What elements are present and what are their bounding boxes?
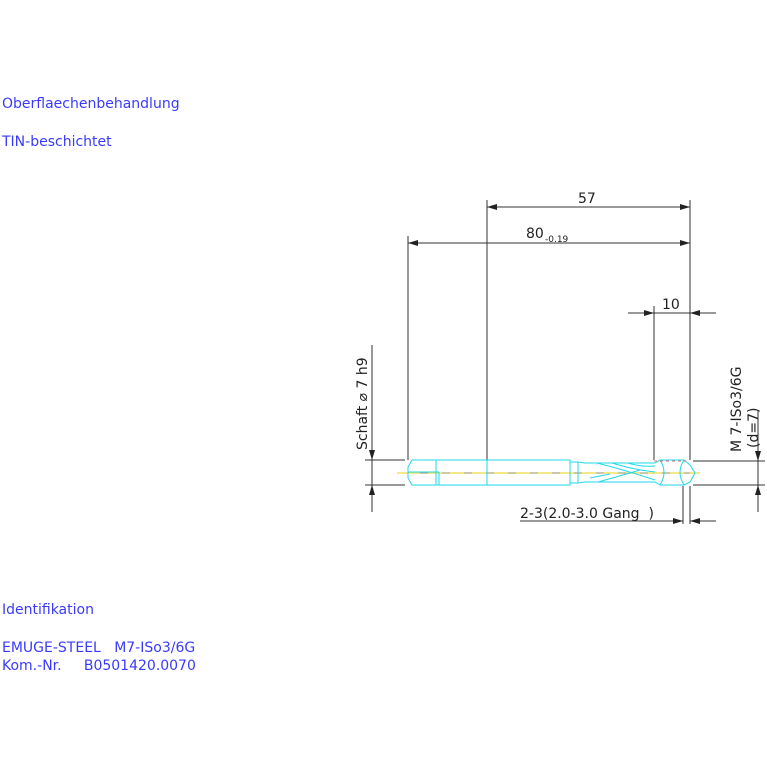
dim-57: 57 xyxy=(578,191,596,207)
ident-heading: Identifikation xyxy=(2,602,94,618)
ident-line1: EMUGE-STEEL M7-ISo3/6G xyxy=(2,640,195,656)
ident-line2: Kom.-Nr. B0501420.0070 xyxy=(2,658,196,674)
dim-80: 80 xyxy=(526,226,544,242)
surface-value: TIN-beschichtet xyxy=(1,134,112,150)
tap-tool-outline xyxy=(397,459,700,486)
dim-80-tolerance: -0.19 xyxy=(545,235,569,245)
dim-thread: M 7-ISo3/6G xyxy=(729,367,745,452)
extension-lines xyxy=(365,200,765,524)
dim-thread-d: (d=7) xyxy=(746,408,762,448)
surface-heading: Oberflaechenbehandlung xyxy=(2,96,180,112)
dim-10: 10 xyxy=(662,297,680,313)
dim-chamfer-turns: 2-3(2.0-3.0 Gang ) xyxy=(520,506,654,522)
dim-shank: Schaft ⌀ 7 h9 xyxy=(355,357,371,450)
